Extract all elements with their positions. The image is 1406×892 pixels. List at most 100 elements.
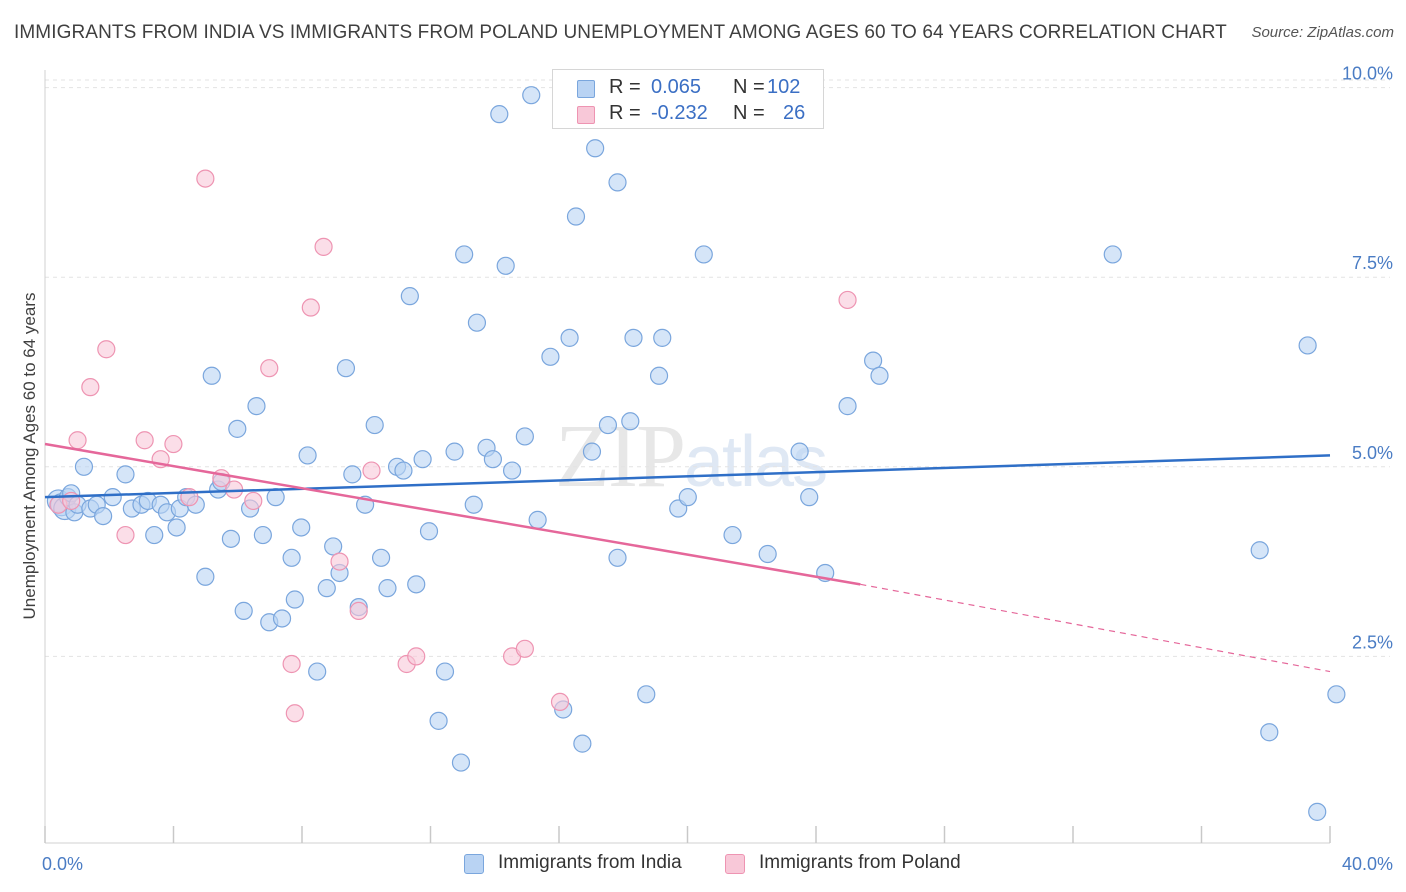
data-point-india [336, 359, 356, 378]
data-point-india [451, 753, 471, 772]
legend-r-label: R = [609, 76, 641, 98]
legend-swatch-poland [725, 854, 745, 874]
data-point-india [582, 442, 602, 461]
y-tick-label: 7.5% [1352, 253, 1393, 273]
data-point-india [202, 366, 221, 385]
data-point-india [298, 446, 317, 465]
data-point-india [282, 548, 301, 567]
data-point-poland [314, 237, 333, 256]
data-point-india [522, 86, 541, 105]
data-point-india [445, 442, 464, 461]
data-point-india [637, 685, 656, 704]
data-point-india [435, 662, 455, 681]
data-point-india [653, 328, 672, 347]
data-point-poland [68, 431, 87, 450]
data-point-india [103, 488, 122, 507]
data-point-poland [362, 461, 381, 480]
data-point-india [324, 537, 343, 556]
data-point-india [621, 412, 640, 431]
data-point-poland [515, 639, 534, 658]
data-point-india [365, 415, 384, 435]
data-point-poland [407, 647, 426, 666]
data-point-india [116, 465, 135, 484]
trend-line-poland-extension [860, 583, 1331, 673]
data-point-india [394, 461, 413, 480]
data-point-india [94, 506, 113, 526]
data-point-india [838, 397, 857, 416]
data-point-india [608, 548, 627, 567]
data-point-india [573, 734, 592, 753]
data-point-india [528, 510, 547, 529]
watermark-zip: ZIP [555, 407, 686, 506]
legend-n-value: 102 [767, 76, 801, 98]
legend-label-poland: Immigrants from Poland [759, 852, 961, 873]
data-point-india [419, 522, 439, 541]
data-point-india [429, 711, 448, 730]
data-point-india [649, 366, 669, 385]
data-point-india [800, 488, 819, 507]
data-point-india [1327, 685, 1346, 704]
y-axis-label: Unemployment Among Ages 60 to 64 years [20, 292, 39, 620]
data-point-india [1298, 336, 1317, 355]
data-point-india [483, 450, 503, 469]
data-point-india [864, 351, 883, 370]
data-point-poland [260, 359, 279, 378]
data-point-poland [244, 491, 263, 511]
data-point-poland [116, 525, 135, 545]
data-point-india [598, 415, 618, 435]
data-point-poland [225, 480, 244, 499]
data-point-india [343, 465, 362, 484]
legend-n-value: 26 [783, 102, 806, 124]
data-point-india [292, 518, 311, 537]
chart-title: IMMIGRANTS FROM INDIA VS IMMIGRANTS FROM… [14, 22, 1227, 43]
legend-label-india: Immigrants from India [498, 852, 682, 873]
data-point-india [221, 529, 241, 548]
data-point-india [145, 525, 164, 545]
data-point-india [1250, 541, 1269, 560]
correlation-legend: R = 0.065 N = 102 R = -0.232 N = 26 [552, 69, 824, 129]
data-point-india [624, 328, 643, 347]
data-point-india [496, 256, 515, 275]
data-point-poland [330, 552, 349, 571]
data-point-india [167, 518, 186, 537]
x-tick-label-left: 0.0% [42, 854, 83, 874]
data-point-india [723, 525, 742, 545]
data-point-india [196, 567, 215, 586]
data-point-india [1103, 245, 1122, 264]
data-point-india [308, 662, 327, 681]
data-point-india [560, 328, 579, 347]
data-point-india [266, 488, 285, 507]
data-point-poland [301, 298, 320, 317]
data-point-india [400, 287, 419, 306]
data-point-poland [135, 431, 154, 450]
y-tick-label: 10.0% [1342, 64, 1393, 84]
data-point-india [285, 590, 304, 609]
data-point-india [608, 173, 627, 192]
data-point-poland [285, 704, 304, 723]
data-point-india [234, 601, 253, 620]
legend-r-label: R = [609, 102, 641, 124]
data-point-india [407, 575, 426, 594]
data-point-poland [282, 654, 301, 674]
trend-line-india [44, 454, 1331, 499]
data-point-india [455, 245, 474, 264]
data-point-poland [81, 378, 100, 397]
data-point-india [1308, 802, 1327, 821]
data-point-india [317, 579, 336, 598]
data-point-india [371, 548, 391, 567]
data-point-poland [349, 601, 368, 620]
data-point-india [490, 105, 509, 124]
data-point-india [541, 347, 560, 366]
data-point-india [413, 450, 432, 469]
data-point-india [1260, 723, 1279, 742]
data-point-india [870, 366, 889, 385]
data-point-poland [97, 340, 116, 359]
series-legend: Immigrants from India Immigrants from Po… [0, 852, 1406, 878]
y-tick-label: 5.0% [1352, 443, 1393, 463]
data-point-india [253, 525, 272, 545]
data-point-india [790, 442, 809, 461]
data-point-india [464, 495, 483, 514]
data-point-poland [838, 290, 857, 310]
legend-swatch-india [464, 854, 484, 874]
legend-r-value: -0.232 [651, 102, 708, 124]
